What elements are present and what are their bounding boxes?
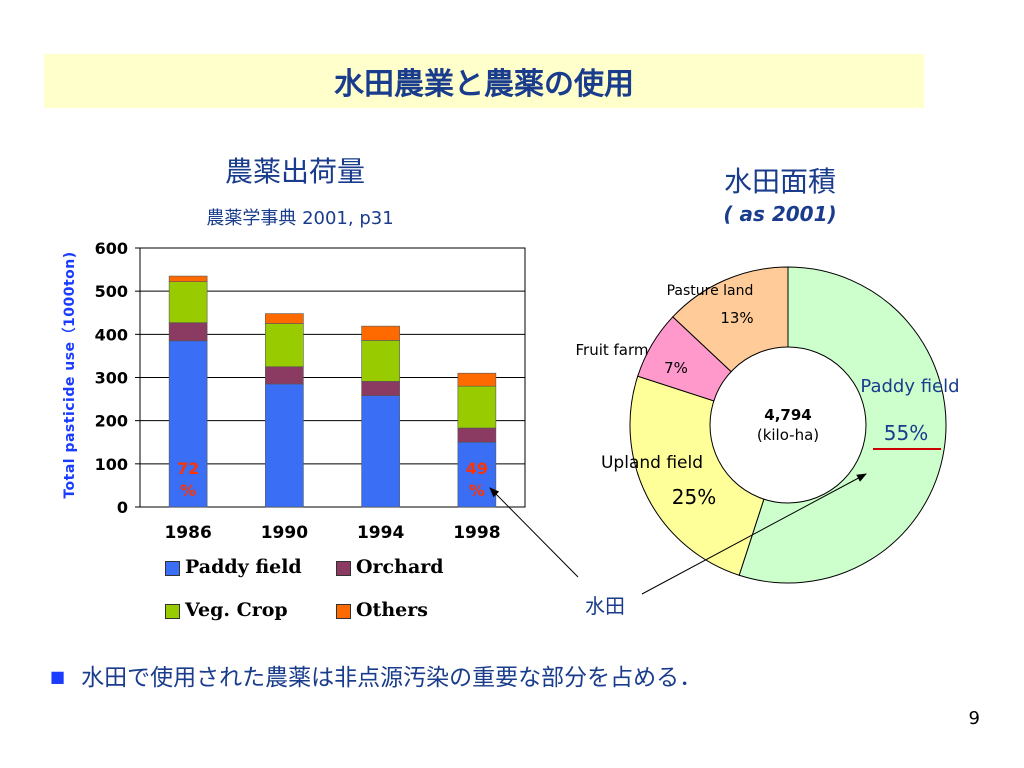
ytick-label: 200 <box>95 412 128 431</box>
xtick-label: 1998 <box>453 523 500 543</box>
legend-orchard: Orchard <box>336 556 444 578</box>
bar-veg-crop-1994 <box>361 340 400 382</box>
bar-paddy-field-1994 <box>361 395 400 508</box>
legend-swatch-orchard <box>336 560 351 576</box>
suiden-label: 水田 <box>585 594 625 618</box>
bar-chart-ylabel: Total pasticide use（1000ton) <box>62 251 78 498</box>
bullet-square-icon: ■ <box>50 667 66 686</box>
xtick-label: 1986 <box>164 523 211 543</box>
legend-paddy-field: Paddy field <box>165 556 302 578</box>
legend-swatch-others <box>336 603 351 619</box>
bullet-point: ■ 水田で使用された農薬は非点源汚染の重要な部分を占める． <box>50 658 950 692</box>
bar-veg-crop-1986 <box>168 281 208 323</box>
bar-paddy-field-1986 <box>168 340 208 508</box>
ytick-label: 300 <box>95 369 128 388</box>
bar-annotation-line2: % <box>180 481 196 500</box>
ytick-label: 400 <box>95 325 128 344</box>
legend-swatch-veg <box>165 603 180 619</box>
slice-label-upland: Upland field <box>601 453 703 473</box>
bar-others-1990 <box>265 313 304 324</box>
slice-pct-upland: 25% <box>672 485 716 509</box>
ytick-label: 500 <box>95 282 128 301</box>
pie-chart-subtitle: ( as 2001) <box>723 202 837 226</box>
donut-center-value: 4,794 <box>764 406 811 424</box>
legend-label-veg: Veg. Crop <box>185 599 288 621</box>
bullet-text: 水田で使用された農薬は非点源汚染の重要な部分を占める． <box>81 665 703 691</box>
slide-title: 水田農業と農薬の使用 <box>334 67 634 102</box>
bar-annotation-line2: % <box>469 481 485 500</box>
bar-chart: Total pasticide use（1000ton) 0 100 200 300 4… <box>62 239 526 543</box>
bar-annotation-line1: 72 <box>177 459 199 478</box>
arrow-to-1998-bar <box>489 487 579 578</box>
donut-center-unit: (kilo-ha) <box>757 426 819 444</box>
xtick-label: 1994 <box>357 523 404 543</box>
bar-paddy-field-1990 <box>265 383 304 508</box>
page-number: 9 <box>968 708 980 729</box>
slice-pct-fruit: 7% <box>664 359 688 377</box>
slice-label-paddy: Paddy field <box>860 376 959 397</box>
legend-label-others: Others <box>356 599 428 621</box>
bar-others-1986 <box>168 275 208 282</box>
legend-label-orchard: Orchard <box>356 556 444 578</box>
slice-label-fruit: Fruit farm <box>575 341 648 359</box>
bar-annotation-line1: 49 <box>466 459 488 478</box>
bar-others-1998 <box>457 372 497 387</box>
slice-label-pasture: Pasture land <box>667 283 754 299</box>
slice-pct-paddy: 55% <box>884 421 928 445</box>
legend-others: Others <box>336 599 428 621</box>
ytick-label: 600 <box>95 239 128 258</box>
bar-chart-heading: 農薬出荷量 <box>224 155 365 188</box>
legend-label-paddy: Paddy field <box>185 556 302 578</box>
arrow-to-paddy-slice <box>641 473 867 595</box>
ytick-label: 0 <box>117 498 128 517</box>
legend-swatch-paddy <box>165 560 180 576</box>
donut-hole <box>709 346 867 504</box>
title-bar: 水田農業と農薬の使用 <box>44 54 924 108</box>
slice-pct-pasture: 13% <box>720 309 753 327</box>
pie-chart-heading: 水田面積 <box>723 165 836 198</box>
legend-veg-crop: Veg. Crop <box>165 599 288 621</box>
xtick-label: 1990 <box>261 523 308 543</box>
ytick-label: 100 <box>95 455 128 474</box>
bar-others-1994 <box>361 325 400 341</box>
bar-chart-source: 農薬学事典 2001, p31 <box>206 208 394 229</box>
